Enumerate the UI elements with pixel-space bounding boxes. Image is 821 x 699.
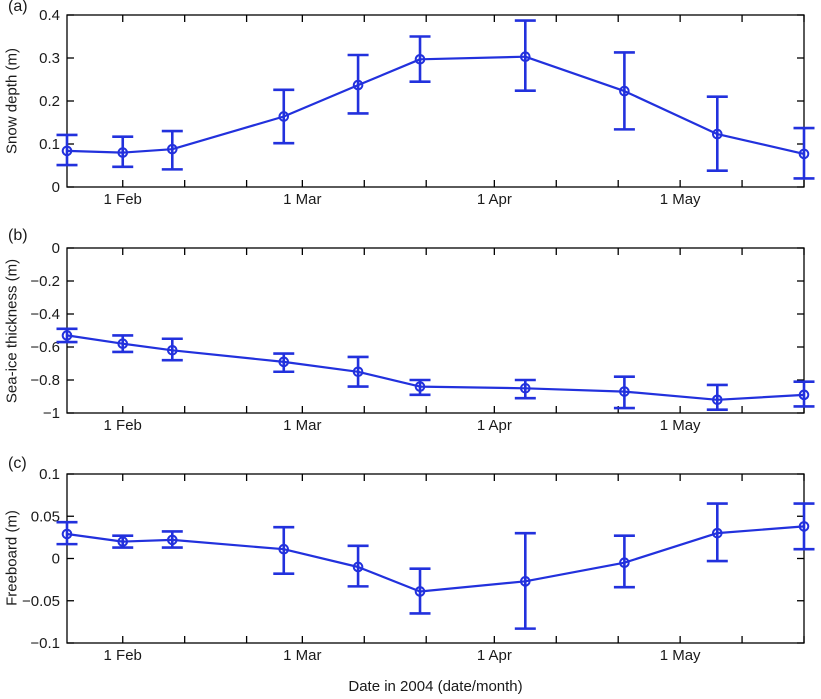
data-point-marker: [414, 53, 426, 65]
y-tick-label: −0.4: [30, 306, 60, 323]
y-tick-label: −1: [43, 405, 60, 422]
data-point-marker: [166, 143, 178, 155]
y-tick-label: 0.1: [39, 136, 60, 153]
y-tick-label: −0.6: [30, 339, 60, 356]
data-point-marker: [798, 148, 810, 160]
data-point-marker: [352, 79, 364, 91]
x-axis-title: Date in 2004 (date/month): [348, 678, 523, 695]
data-point-marker: [278, 543, 290, 555]
x-tick-label: 1 May: [660, 191, 701, 208]
y-tick-label: 0.05: [31, 508, 60, 525]
data-point-marker: [520, 382, 531, 394]
axes-box: [66, 247, 805, 414]
data-point-marker: [414, 381, 426, 392]
x-tick-label: 1 May: [660, 647, 701, 664]
y-tick-label: 0.1: [39, 466, 60, 483]
data-point-marker: [352, 366, 364, 378]
data-point-marker: [117, 147, 129, 158]
y-tick-label: 0: [52, 551, 60, 568]
x-tick-label: 1 Mar: [283, 647, 321, 664]
x-tick-label: 1 Feb: [104, 191, 142, 208]
data-point-marker: [117, 536, 129, 547]
x-tick-label: 1 Feb: [104, 647, 142, 664]
y-tick-label: 0.3: [39, 50, 60, 67]
data-line: [66, 525, 805, 593]
data-line: [66, 55, 805, 155]
data-point-marker: [166, 345, 178, 356]
data-point-marker: [711, 394, 723, 406]
data-point-marker: [414, 586, 426, 597]
data-point-marker: [166, 534, 178, 546]
data-point-marker: [798, 521, 810, 532]
x-tick-label: 1 Apr: [477, 417, 512, 434]
data-point-marker: [711, 527, 723, 539]
data-point-marker: [711, 128, 723, 140]
x-tick-label: 1 Mar: [283, 191, 321, 208]
y-tick-label: 0: [52, 240, 60, 257]
x-tick-label: 1 May: [660, 417, 701, 434]
data-point-marker: [278, 111, 290, 122]
y-axis-title-sea-ice-thickness: Sea-ice thickness (m): [3, 258, 21, 404]
y-axis-title-snow-depth: Snow depth (m): [3, 48, 21, 154]
x-tick-label: 1 Apr: [477, 191, 512, 208]
y-tick-label: −0.05: [22, 593, 60, 610]
panel-a: 1 Feb 1 Mar 1 Apr 1 May 0 0.1 0.2 0.3 0.4: [39, 7, 815, 208]
panel-label-a: (a): [8, 0, 28, 15]
panel-label-c: (c): [8, 455, 27, 472]
data-point-marker: [619, 85, 630, 97]
panel-c: 1 Feb 1 Mar 1 Apr 1 May −0.1 −0.05 0 0.05 0.1: [22, 466, 815, 664]
y-tick-label: 0.4: [39, 7, 60, 24]
data-point-marker: [520, 576, 531, 587]
axes-box: [66, 473, 805, 644]
x-tick-label: 1 Mar: [283, 417, 321, 434]
y-tick-label: −0.2: [30, 273, 60, 290]
data-point-marker: [117, 338, 129, 350]
data-point-marker: [619, 386, 630, 397]
y-tick-label: 0: [52, 179, 60, 196]
axes-box: [66, 14, 805, 188]
panel-b: 1 Feb 1 Mar 1 Apr 1 May −1 −0.8 −0.6 −0.4 −0.2 0: [30, 240, 815, 434]
panel-label-b: (b): [8, 227, 28, 244]
y-tick-label: −0.8: [30, 372, 60, 389]
data-point-marker: [278, 356, 290, 368]
y-tick-label: 0.2: [39, 93, 60, 110]
x-tick-label: 1 Feb: [104, 417, 142, 434]
data-point-marker: [798, 389, 810, 401]
data-point-marker: [520, 51, 531, 63]
y-tick-label: −0.1: [30, 635, 60, 652]
data-point-marker: [61, 528, 73, 540]
data-point-marker: [619, 557, 630, 569]
data-point-marker: [61, 145, 73, 157]
data-line: [66, 334, 805, 401]
y-axis-title-freeboard: Freeboard (m): [3, 510, 21, 606]
x-tick-label: 1 Apr: [477, 647, 512, 664]
data-point-marker: [61, 330, 73, 341]
data-point-marker: [352, 561, 364, 573]
